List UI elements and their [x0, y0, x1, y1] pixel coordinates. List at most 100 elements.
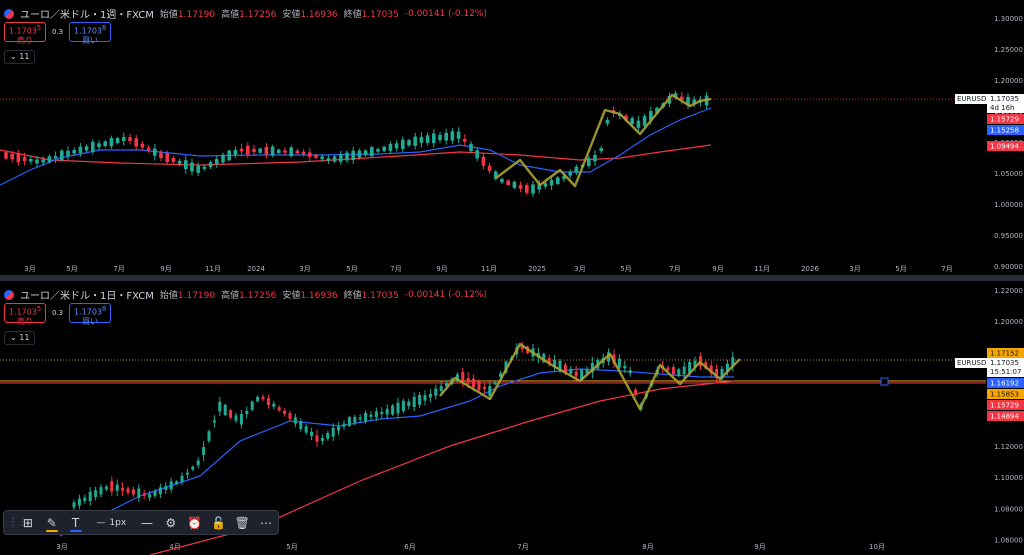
candle-body [574, 371, 578, 377]
text-icon: T [71, 515, 80, 530]
candle-body [337, 426, 341, 431]
x-axis-tick-label: 3月 [849, 265, 860, 273]
candle-body [556, 177, 560, 185]
candle-body [308, 152, 312, 157]
sell-label: 売り [17, 35, 33, 45]
templates-button[interactable]: ⊞ [16, 512, 40, 534]
candle-body [41, 159, 45, 163]
candle-body [180, 475, 184, 483]
price-tag-box [987, 94, 1024, 113]
delete-button[interactable]: 🗑 [230, 512, 254, 534]
close-value: 1.17035 [361, 291, 399, 301]
candle-body [493, 382, 497, 385]
candle-body [725, 363, 729, 372]
candle-body [299, 420, 303, 430]
text-color-button[interactable]: T [64, 512, 88, 534]
daily-symbol-title[interactable]: ユーロ／米ドル・1日・FXCM [20, 291, 154, 302]
candle-body [419, 136, 424, 143]
sell-price: 1.1703 [8, 26, 37, 36]
side-price-tag-box [987, 378, 1024, 388]
settings-button[interactable]: ⚙ [159, 512, 183, 534]
candle-body [628, 370, 632, 374]
candle-body [171, 157, 176, 163]
candle-body [380, 411, 384, 415]
candle-body [666, 367, 670, 371]
x-axis-tick-label: 3月 [24, 265, 35, 273]
indicator-collapse-button[interactable]: ⌄ 11 [4, 331, 36, 345]
pane-divider[interactable] [0, 275, 1024, 281]
ma-price-tag: 1.15729 [990, 116, 1019, 124]
candle-body [720, 368, 724, 379]
candle-body [122, 137, 126, 142]
candle-body [547, 358, 551, 364]
x-axis-tick-label: 2026 [801, 265, 819, 273]
x-axis-tick-label: 3月 [299, 265, 310, 273]
low-value: 1.16936 [300, 10, 338, 20]
more-icon: ⋯ [260, 515, 273, 530]
more-button[interactable]: ⋯ [254, 512, 278, 534]
close-value: 1.17035 [361, 10, 399, 20]
candle-body [585, 368, 589, 374]
candle-body [494, 171, 498, 179]
high-key: 高値 [221, 291, 240, 301]
candle-body [115, 138, 120, 144]
candle-body [202, 447, 206, 456]
high-key: 高値 [221, 10, 240, 20]
x-axis-tick-label: 3月 [56, 543, 67, 551]
candle-body [418, 394, 422, 405]
line-color-button[interactable]: ✎ [40, 512, 64, 534]
candle-body [463, 139, 467, 142]
candle-body [376, 149, 380, 152]
x-axis-tick-label: 7月 [517, 543, 528, 551]
buy-button[interactable]: 1.17038 買い [69, 22, 112, 45]
side-price-tag: 1.15729 [990, 402, 1019, 410]
templates-icon: ⊞ [22, 515, 33, 530]
candle-body [345, 152, 349, 161]
x-axis-tick-label: 11月 [205, 265, 221, 273]
line-style-button[interactable]: — [135, 512, 159, 534]
weekly-chart-canvas[interactable]: 1.300001.250001.200001.150001.100001.050… [0, 0, 1024, 275]
candle-body [261, 396, 265, 400]
indicator-collapse-button[interactable]: ⌄ 11 [4, 50, 36, 64]
candle-body [673, 93, 678, 98]
weekly-symbol-title[interactable]: ユーロ／米ドル・1週・FXCM [20, 10, 154, 21]
candle-body [425, 135, 430, 143]
candle-body [353, 417, 357, 423]
candle-body [137, 488, 141, 498]
candle-body [605, 119, 610, 124]
candle-body [35, 159, 39, 164]
sell-button[interactable]: 1.17035 売り [4, 22, 46, 45]
daily-legend: ユーロ／米ドル・1日・FXCM 始値1.17190 高値1.17256 安値1.… [4, 287, 487, 302]
candle-body [258, 148, 262, 153]
x-axis-tick-label: 2025 [528, 265, 546, 273]
candle-body [385, 408, 389, 415]
y-axis-tick-label: 1.00000 [994, 201, 1023, 209]
candle-body [401, 139, 405, 149]
buy-button[interactable]: 1.17038 買い [69, 303, 112, 326]
zigzag-indicator-line [495, 93, 712, 188]
candle-body [126, 488, 130, 493]
price-tag-countdown: 4d 16h [990, 104, 1014, 112]
x-axis-tick-label: 9月 [436, 265, 447, 273]
candle-body [518, 185, 523, 189]
y-axis-tick-label: 1.22000 [994, 287, 1023, 295]
x-axis-tick-label: 7月 [390, 265, 401, 273]
lock-button[interactable]: 🔓 [207, 512, 231, 534]
weekly-chart-pane[interactable]: 1.300001.250001.200001.150001.100001.050… [0, 0, 1024, 275]
candle-body [293, 417, 297, 424]
candle-body [481, 156, 486, 166]
drag-handle-icon[interactable]: ⋮⋮ [8, 517, 28, 528]
candle-body [370, 147, 374, 157]
candle-body [512, 181, 517, 188]
sell-button[interactable]: 1.17035 売り [4, 303, 46, 326]
candle-body [4, 152, 8, 159]
candle-body [10, 153, 14, 160]
line-width-button[interactable]: —1px [87, 512, 135, 534]
candle-body [140, 143, 145, 148]
candle-body [574, 166, 579, 173]
alert-button[interactable]: ⏰ [183, 512, 207, 534]
x-axis-tick-label: 2024 [247, 265, 265, 273]
candle-body [91, 141, 95, 152]
candle-body [128, 137, 132, 142]
candle-body [29, 158, 33, 162]
